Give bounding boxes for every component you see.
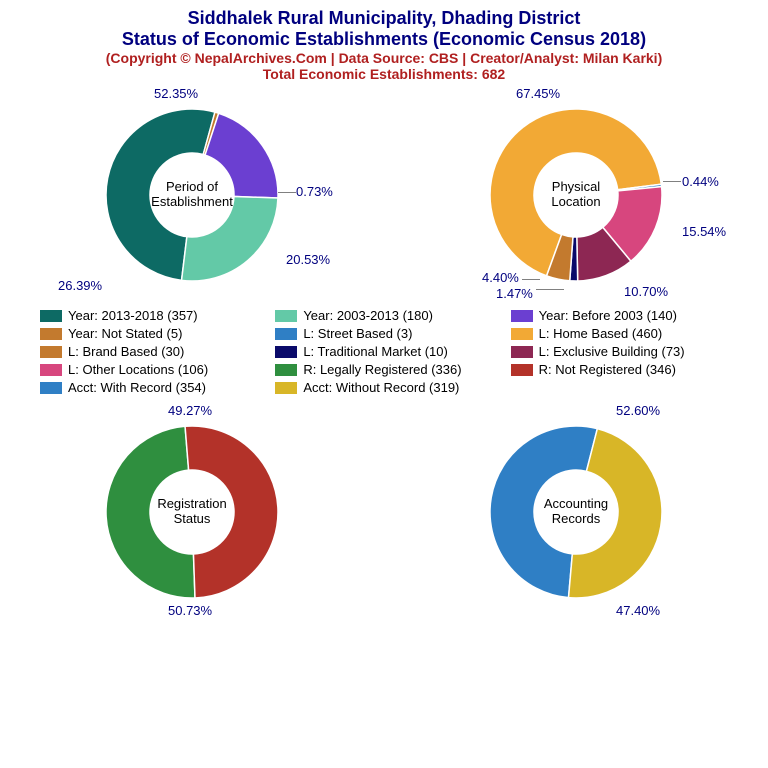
- legend-label: Year: 2003-2013 (180): [303, 308, 433, 323]
- pct-label: 15.54%: [682, 224, 726, 239]
- chart-registration: RegistrationStatus 49.27% 50.73%: [12, 401, 372, 619]
- legend-swatch: [275, 346, 297, 358]
- title-credit: (Copyright © NepalArchives.Com | Data So…: [0, 50, 768, 66]
- pct-label: 20.53%: [286, 252, 330, 267]
- legend-item: Acct: Without Record (319): [275, 380, 502, 395]
- chart-center-label: PhysicalLocation: [526, 180, 626, 210]
- title-line-2: Status of Economic Establishments (Econo…: [0, 29, 768, 50]
- pct-label: 0.73%: [296, 184, 333, 199]
- pct-label: 4.40%: [482, 270, 519, 285]
- legend-swatch: [40, 310, 62, 322]
- legend-swatch: [511, 310, 533, 322]
- legend-item: L: Brand Based (30): [40, 344, 267, 359]
- legend-swatch: [40, 382, 62, 394]
- legend-item: L: Exclusive Building (73): [511, 344, 738, 359]
- legend-label: Year: 2013-2018 (357): [68, 308, 198, 323]
- legend-swatch: [275, 310, 297, 322]
- pct-label: 1.47%: [496, 286, 533, 301]
- pct-label: 67.45%: [516, 86, 560, 101]
- legend-item: Year: 2013-2018 (357): [40, 308, 267, 323]
- legend-item: L: Home Based (460): [511, 326, 738, 341]
- chart-location: PhysicalLocation 67.45% 0.44% 15.54% 10.70% 1…: [396, 84, 756, 302]
- legend-label: Year: Before 2003 (140): [539, 308, 677, 323]
- legend-label: L: Brand Based (30): [68, 344, 184, 359]
- chart-center-label: AccountingRecords: [526, 497, 626, 527]
- legend-swatch: [511, 328, 533, 340]
- legend-label: Acct: Without Record (319): [303, 380, 459, 395]
- legend-label: L: Home Based (460): [539, 326, 663, 341]
- legend-item: Acct: With Record (354): [40, 380, 267, 395]
- charts-row-2: RegistrationStatus 49.27% 50.73% Accountin…: [0, 401, 768, 619]
- pct-label: 47.40%: [616, 603, 660, 618]
- legend-swatch: [275, 382, 297, 394]
- title-total: Total Economic Establishments: 682: [0, 66, 768, 82]
- pct-label: 10.70%: [624, 284, 668, 299]
- chart-period: Period ofEstablishment 52.35% 0.73% 20.53% 2…: [12, 84, 372, 302]
- legend-label: Year: Not Stated (5): [68, 326, 182, 341]
- legend-swatch: [275, 328, 297, 340]
- pct-label: 0.44%: [682, 174, 719, 189]
- legend-label: Acct: With Record (354): [68, 380, 206, 395]
- legend-item: L: Street Based (3): [275, 326, 502, 341]
- chart-center-label: RegistrationStatus: [142, 497, 242, 527]
- legend-item: Year: Before 2003 (140): [511, 308, 738, 323]
- legend-label: L: Exclusive Building (73): [539, 344, 685, 359]
- legend-item: L: Other Locations (106): [40, 362, 267, 377]
- legend-item: L: Traditional Market (10): [275, 344, 502, 359]
- legend-item: Year: Not Stated (5): [40, 326, 267, 341]
- title-block: Siddhalek Rural Municipality, Dhading Di…: [0, 0, 768, 82]
- pct-label: 50.73%: [168, 603, 212, 618]
- pct-label: 52.60%: [616, 403, 660, 418]
- legend-item: Year: 2003-2013 (180): [275, 308, 502, 323]
- legend-item: R: Legally Registered (336): [275, 362, 502, 377]
- legend-swatch: [511, 364, 533, 376]
- legend-swatch: [511, 346, 533, 358]
- chart-accounting: AccountingRecords 52.60% 47.40%: [396, 401, 756, 619]
- legend-swatch: [40, 364, 62, 376]
- legend-item: R: Not Registered (346): [511, 362, 738, 377]
- legend-label: L: Other Locations (106): [68, 362, 208, 377]
- pct-label: 52.35%: [154, 86, 198, 101]
- legend-label: R: Not Registered (346): [539, 362, 676, 377]
- legend-label: L: Traditional Market (10): [303, 344, 448, 359]
- legend-swatch: [40, 328, 62, 340]
- legend-swatch: [40, 346, 62, 358]
- title-line-1: Siddhalek Rural Municipality, Dhading Di…: [0, 8, 768, 29]
- charts-row-1: Period ofEstablishment 52.35% 0.73% 20.53% 2…: [0, 84, 768, 302]
- legend-label: L: Street Based (3): [303, 326, 412, 341]
- legend: Year: 2013-2018 (357) Year: 2003-2013 (18…: [0, 302, 768, 403]
- legend-swatch: [275, 364, 297, 376]
- chart-center-label: Period ofEstablishment: [142, 180, 242, 210]
- legend-label: R: Legally Registered (336): [303, 362, 461, 377]
- pct-label: 26.39%: [58, 278, 102, 293]
- pct-label: 49.27%: [168, 403, 212, 418]
